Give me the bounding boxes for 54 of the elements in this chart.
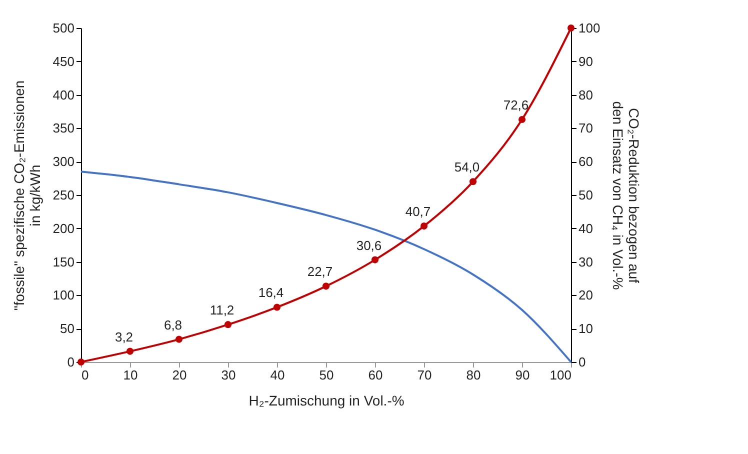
x-tick-label: 70 <box>417 368 432 382</box>
data-label: 54,0 <box>454 160 480 175</box>
data-label: 6,8 <box>164 317 182 332</box>
x-tick-label: 100 <box>550 368 572 382</box>
data-label: 16,4 <box>258 285 284 300</box>
y2-tick-label: 40 <box>578 220 593 236</box>
point <box>371 256 379 264</box>
point <box>126 348 134 355</box>
y2-tick-label: 90 <box>578 54 593 69</box>
point <box>322 282 330 290</box>
point <box>224 321 232 328</box>
point <box>273 304 281 311</box>
y2-tick-label: 80 <box>578 87 593 102</box>
y-tick-label: 450 <box>52 54 74 69</box>
y-tick-label: 500 <box>52 20 74 36</box>
x-tick-label: 0 <box>82 368 89 382</box>
y-tick-label: 350 <box>52 120 74 136</box>
data-label: 72,6 <box>503 98 529 113</box>
y2-tick-label: 50 <box>578 188 593 202</box>
y2-tick-label: 30 <box>578 254 593 270</box>
y2-tick-label: 10 <box>578 321 593 336</box>
y2-tick-label: 0 <box>578 354 586 370</box>
y2-axis-title: CO₂-Reduktion bezogen auf den Einsatz von CH₄ in Vol.-% <box>610 101 642 290</box>
data-label: 11,2 <box>210 302 234 318</box>
y-tick-label: 0 <box>67 354 74 370</box>
point <box>420 222 428 230</box>
y2-tick-label: 70 <box>578 120 593 136</box>
y-tick-label: 200 <box>52 220 74 236</box>
y2-tick-label: 20 <box>578 288 593 303</box>
y-tick-label: 300 <box>52 154 74 170</box>
data-label: 22,7 <box>307 264 333 280</box>
x-tick-label: 60 <box>368 368 383 382</box>
y2-tick-label: 60 <box>578 154 593 170</box>
x-tick-label: 50 <box>319 368 334 382</box>
x-axis-title: H₂-Zumischung in Vol.-% <box>248 392 404 408</box>
y-tick-label: 400 <box>52 87 74 102</box>
y-tick-label: 250 <box>52 188 74 202</box>
data-label: 3,2 <box>114 329 134 344</box>
y-tick-label: 100 <box>52 288 74 303</box>
x-tick-label: 20 <box>172 368 187 382</box>
x-tick-label: 30 <box>221 368 236 382</box>
point <box>518 116 526 124</box>
data-label: 30,6 <box>356 238 382 253</box>
x-tick-label: 90 <box>515 368 530 382</box>
data-label: 40,7 <box>405 204 431 220</box>
x-tick-label: 10 <box>123 368 138 382</box>
point <box>469 178 477 186</box>
y-axis-title: "fossile" spezifische CO₂-Emissionen in kg/kWh <box>10 80 43 311</box>
y-tick-label: 50 <box>60 321 74 336</box>
point <box>175 336 183 343</box>
y-tick-label: 150 <box>52 254 74 270</box>
y2-tick-label: 100 <box>578 20 600 36</box>
x-tick-label: 80 <box>466 368 481 382</box>
x-tick-label: 40 <box>270 368 285 382</box>
